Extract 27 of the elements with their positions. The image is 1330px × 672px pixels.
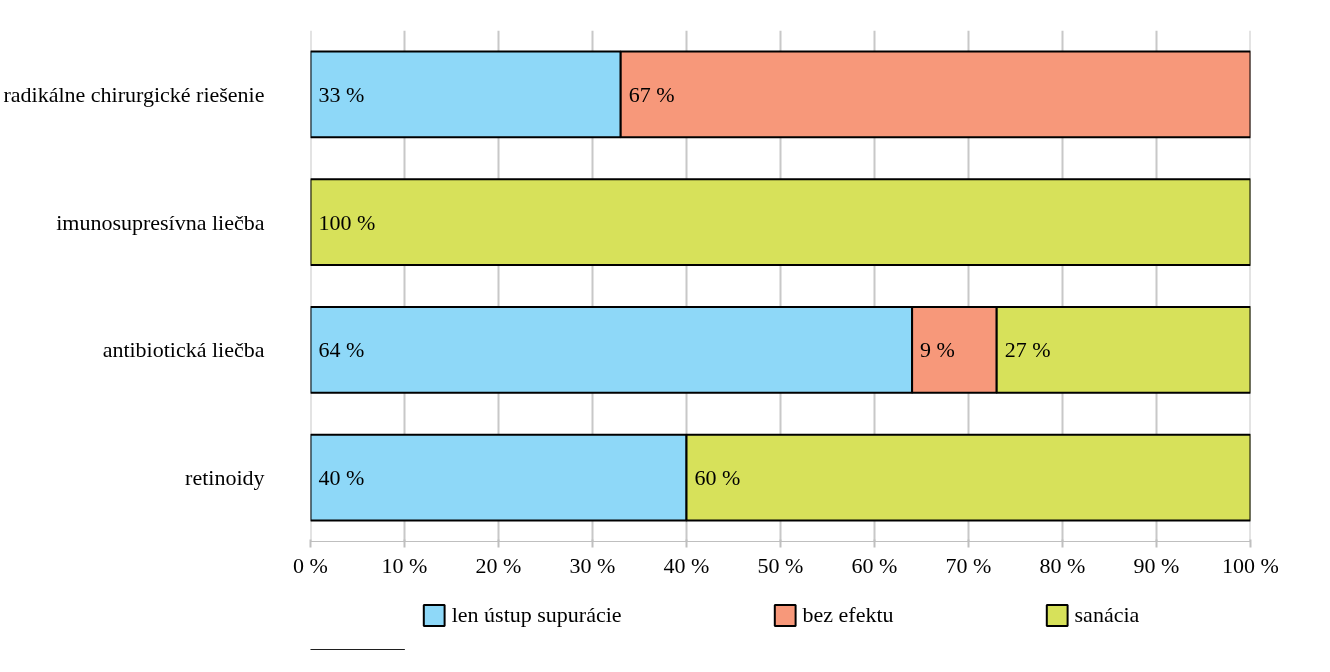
x-tick-label: 40 %	[663, 552, 710, 578]
y-tick-label: antibiotická liečba	[102, 337, 265, 363]
legend-label: bez efektu	[802, 602, 894, 628]
data-label: 100 %	[318, 209, 376, 235]
x-tick-label: 50 %	[757, 552, 804, 578]
legend-label: sanácia	[1074, 602, 1140, 628]
x-tick-label: 0 %	[293, 552, 328, 578]
x-tick-label: 70 %	[945, 552, 992, 578]
data-label: 27 %	[1004, 337, 1051, 363]
y-tick-label: retinoidy	[185, 465, 265, 491]
y-tick-label: radikálne chirurgické riešenie	[3, 81, 265, 107]
legend-label: len ústup supurácie	[451, 602, 622, 628]
data-label: 40 %	[318, 465, 365, 491]
data-label: 67 %	[628, 81, 675, 107]
y-tick-label: imunosupresívna liečba	[56, 209, 265, 235]
x-tick-label: 30 %	[569, 552, 616, 578]
x-tick-label: 20 %	[475, 552, 522, 578]
data-label: 33 %	[318, 81, 365, 107]
x-tick-label: 90 %	[1133, 552, 1180, 578]
data-label: 60 %	[694, 465, 741, 491]
data-label: 64 %	[318, 337, 365, 363]
x-tick-label: 80 %	[1039, 552, 1086, 578]
x-tick-label: 10 %	[381, 552, 428, 578]
data-label: 9 %	[920, 337, 955, 363]
x-tick-label: 60 %	[851, 552, 898, 578]
bar	[310, 178, 1251, 266]
x-tick-label: 100 %	[1222, 552, 1279, 578]
